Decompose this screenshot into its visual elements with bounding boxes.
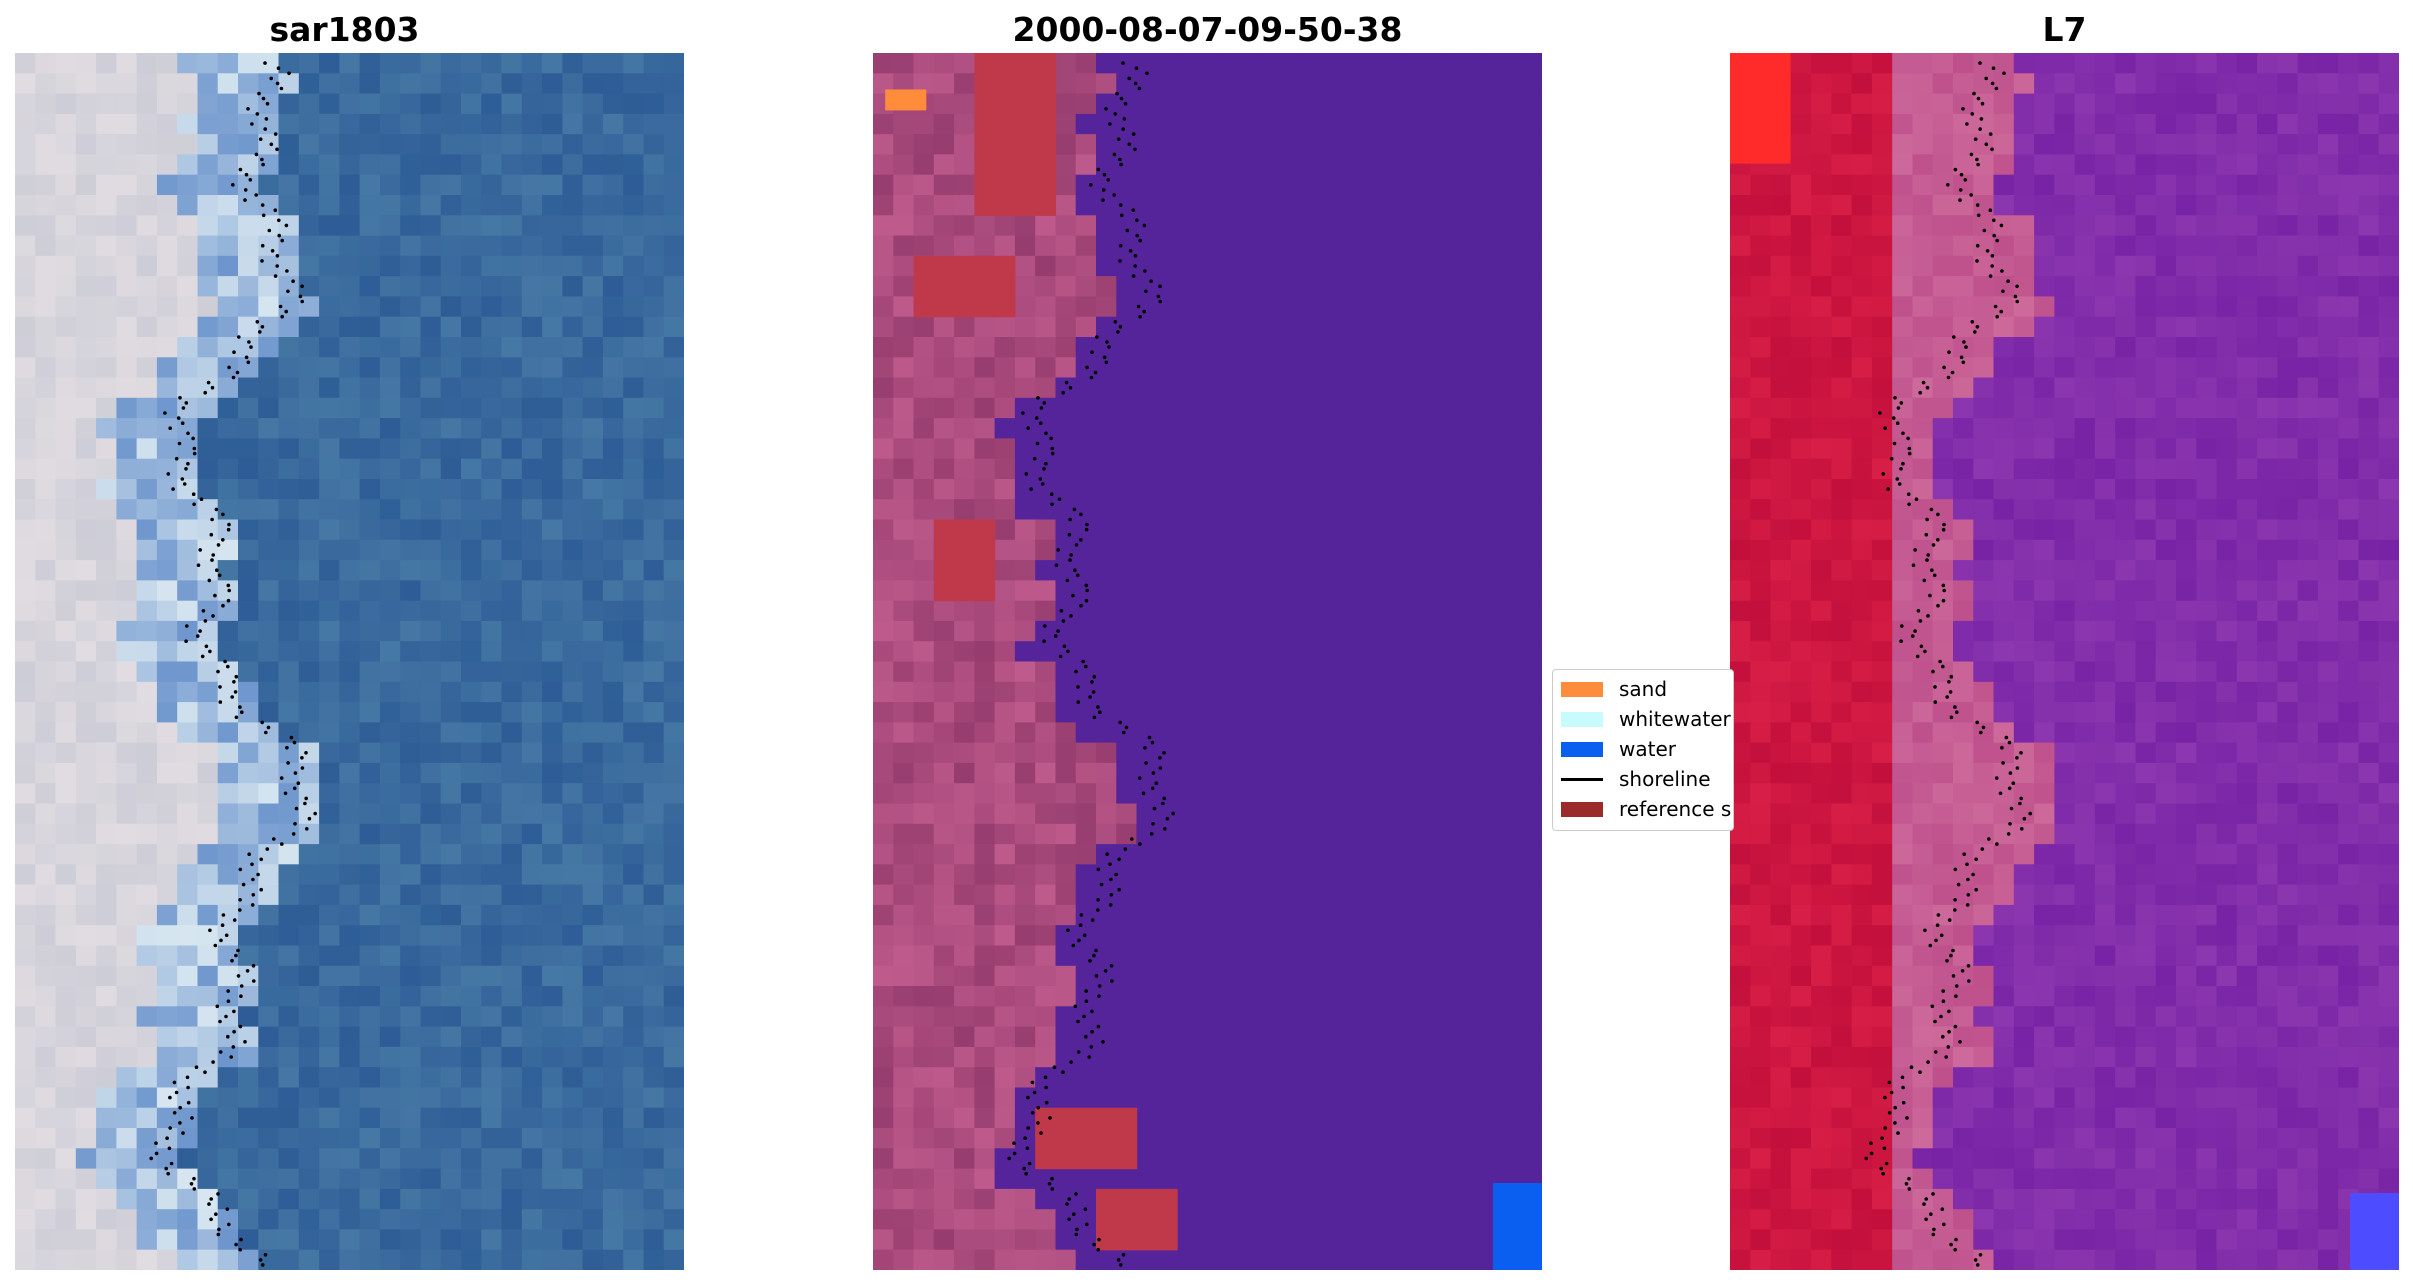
panel-title-1: sar1803 xyxy=(269,10,420,49)
shoreline-dots xyxy=(1864,61,2032,1267)
legend-swatch-sand xyxy=(1561,682,1603,697)
false-color-image xyxy=(1730,53,2399,1270)
shoreline-dots xyxy=(1007,61,1175,1267)
legend-item-water: water xyxy=(1553,735,1733,763)
legend-swatch-whitewater xyxy=(1561,712,1603,727)
legend: sand whitewater water shoreline referenc… xyxy=(1552,669,1734,831)
legend-item-whitewater: whitewater xyxy=(1553,705,1733,733)
legend-label-whitewater: whitewater xyxy=(1619,707,1731,731)
legend-label-shoreline: shoreline xyxy=(1619,767,1711,791)
panel-title-2: 2000-08-07-09-50-38 xyxy=(1012,10,1403,49)
legend-label-reference-shoreline: reference shoreline xyxy=(1619,797,1733,821)
legend-item-sand: sand xyxy=(1553,675,1733,703)
legend-swatch-water xyxy=(1561,742,1603,757)
panel-title-3: L7 xyxy=(2042,10,2087,49)
legend-item-reference-shoreline: reference shoreline xyxy=(1553,795,1733,823)
legend-label-sand: sand xyxy=(1619,677,1668,701)
classified-image xyxy=(873,53,1542,1270)
legend-swatch-reference-shoreline xyxy=(1561,802,1603,817)
legend-label-water: water xyxy=(1619,737,1676,761)
legend-line-shoreline xyxy=(1561,778,1603,781)
legend-item-shoreline: shoreline xyxy=(1553,765,1733,793)
shoreline-dots xyxy=(149,61,318,1267)
satellite-rgb-image xyxy=(15,53,684,1270)
